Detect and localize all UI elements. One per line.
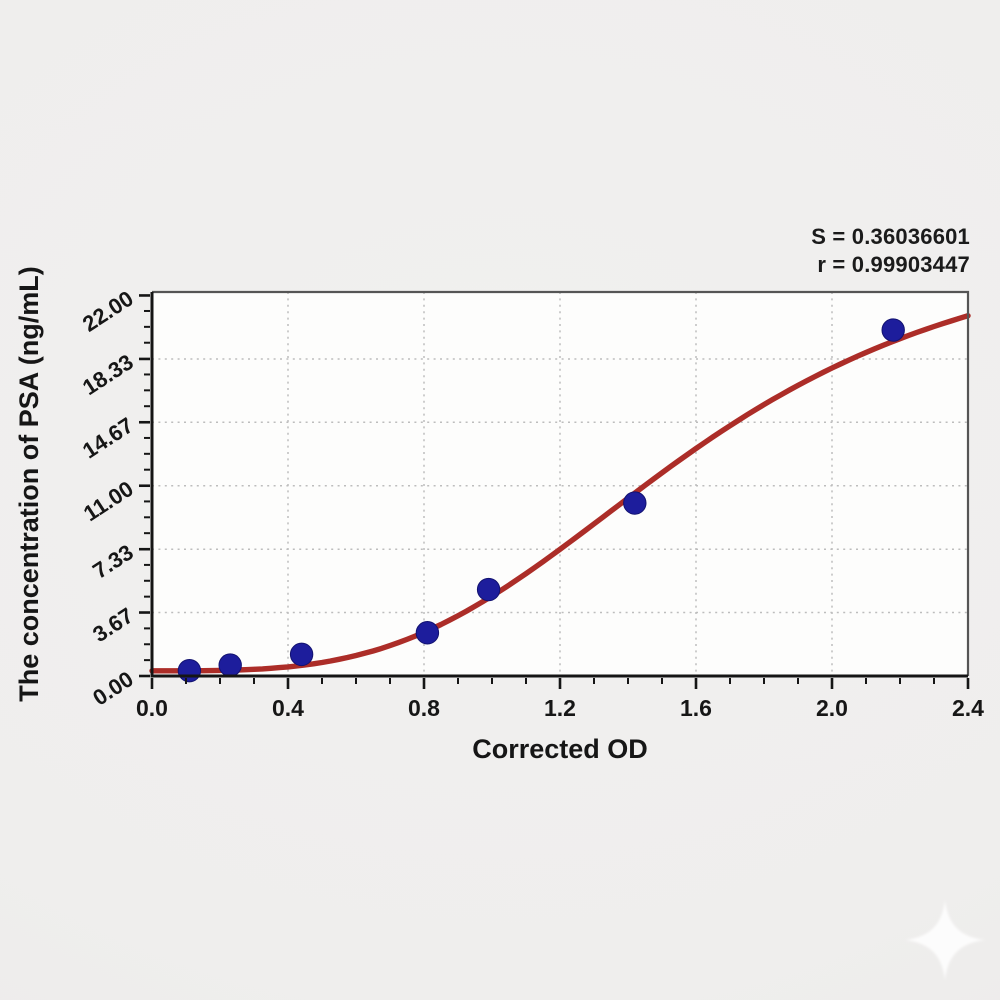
x-tick-label: 1.2	[544, 695, 576, 721]
x-axis-title: Corrected OD	[472, 734, 648, 764]
fit-statistics: S = 0.36036601 r = 0.99903447	[811, 223, 970, 279]
x-tick-label: 1.6	[680, 695, 712, 721]
x-tick-label: 0.8	[408, 695, 440, 721]
data-point	[177, 658, 202, 683]
y-tick-label: 7.33	[88, 539, 138, 583]
data-point	[289, 642, 314, 667]
data-point	[476, 577, 501, 602]
data-point	[623, 491, 647, 515]
data-point	[415, 621, 440, 645]
axis-lines	[150, 292, 968, 678]
fit-r-value: r = 0.99903447	[817, 252, 970, 277]
y-tick-label: 18.33	[78, 349, 138, 400]
fit-curve-group	[149, 313, 971, 674]
data-point	[218, 653, 242, 677]
y-tick-label: 11.00	[79, 476, 138, 526]
y-tick-label: 0.00	[88, 666, 138, 710]
x-tick-label: 2.4	[952, 695, 984, 721]
fit-s-value: S = 0.36036601	[811, 224, 970, 249]
y-tick-label: 22.00	[78, 286, 138, 337]
x-tick-label: 2.0	[816, 695, 848, 721]
x-tick-label: 0.4	[272, 695, 304, 721]
y-tick-label: 14.67	[78, 412, 138, 463]
y-axis-title: The concentration of PSA (ng/mL)	[14, 266, 44, 702]
y-tick-label: 3.67	[88, 603, 138, 647]
plot-frame	[152, 290, 970, 676]
fit-curve	[149, 313, 971, 674]
axis-ticks	[139, 294, 970, 689]
x-tick-label: 0.0	[136, 695, 168, 721]
gridlines	[152, 292, 968, 676]
data-point	[881, 318, 905, 342]
